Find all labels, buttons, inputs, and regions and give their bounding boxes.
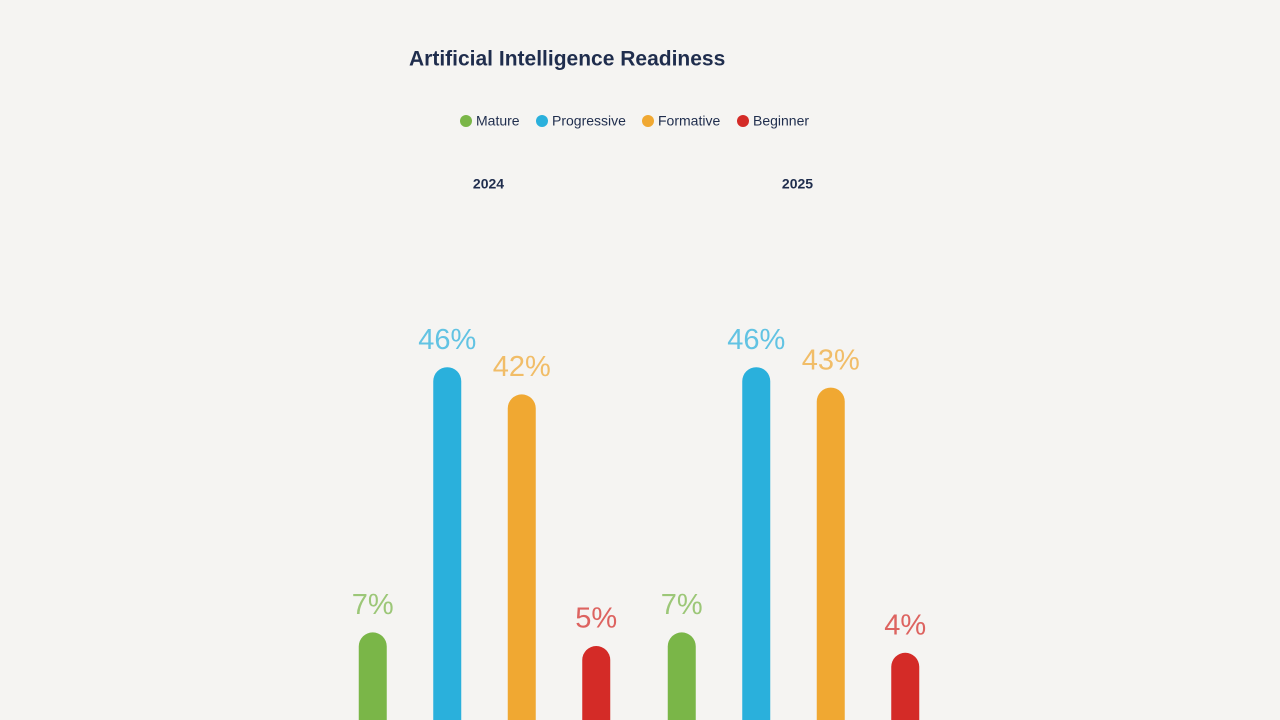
legend-label: Formative (658, 113, 720, 129)
legend-label: Beginner (753, 113, 809, 129)
value-label: 7% (352, 589, 394, 621)
bar (433, 367, 462, 720)
value-label: 46% (727, 324, 785, 356)
category-label: 2024 (473, 176, 504, 192)
value-label: 4% (884, 609, 926, 641)
bar (891, 652, 920, 720)
category-label: 2025 (782, 176, 813, 192)
bar (507, 394, 536, 720)
legend-label: Mature (476, 113, 520, 129)
value-label: 5% (575, 603, 617, 635)
legend-swatch (460, 115, 472, 127)
bar (582, 646, 611, 720)
value-label: 42% (493, 351, 551, 383)
value-label: 46% (418, 324, 476, 356)
chart-title: Artificial Intelligence Readiness (409, 48, 725, 71)
value-label: 43% (802, 344, 860, 376)
bar (667, 632, 696, 720)
bar (816, 387, 845, 720)
legend-swatch (536, 115, 548, 127)
bar (742, 367, 771, 720)
legend-label: Progressive (552, 113, 626, 129)
legend-swatch (737, 115, 749, 127)
bar (358, 632, 387, 720)
value-label: 7% (661, 589, 703, 621)
legend-swatch (642, 115, 654, 127)
